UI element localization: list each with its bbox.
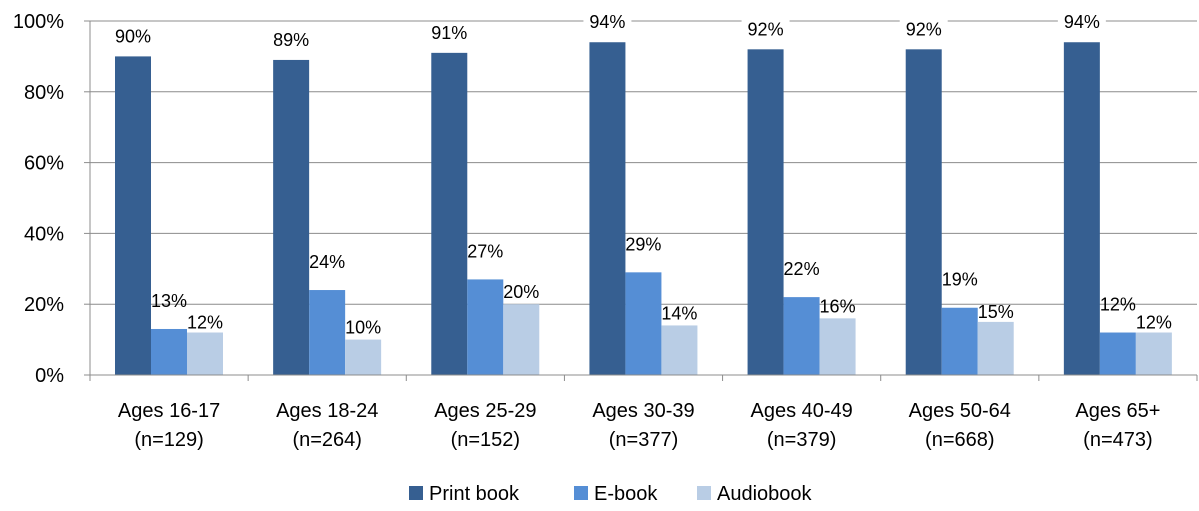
legend-swatch: [409, 486, 423, 500]
bar-print-book: [1063, 42, 1100, 376]
bar-audiobook: [819, 318, 856, 375]
data-label-backdrop: [425, 21, 474, 44]
data-label: 94%: [1064, 12, 1100, 32]
x-category-label: Ages 18-24: [276, 400, 378, 422]
bar-audiobook: [661, 325, 698, 375]
x-category-label: Ages 40-49: [750, 400, 852, 422]
x-category-label: Ages 30-39: [592, 400, 694, 422]
data-label: 24%: [309, 252, 345, 272]
axes: 0% 20% 40% 60% 80% 100% Ages 16-17 (n=129) Ages …: [13, 11, 1198, 451]
data-label: 92%: [906, 19, 942, 39]
legend-swatch: [574, 486, 588, 500]
x-category-label: Ages 16-17: [118, 400, 220, 422]
gridlines: [90, 20, 1197, 305]
bar-e-book: [151, 328, 187, 375]
data-label: 12%: [1100, 295, 1136, 315]
data-labels: 90% 89% 91%94% 92% 92% 94%13%24%27% 29%22%19%1…: [109, 11, 1172, 338]
data-label: 16%: [820, 296, 856, 316]
data-label: 19%: [942, 270, 978, 290]
legend-swatch: [697, 486, 711, 500]
data-label: 12%: [1136, 313, 1172, 333]
data-label-backdrop: [1057, 11, 1106, 34]
bar-e-book: [783, 297, 820, 375]
data-label: 12%: [187, 313, 223, 333]
bar-e-book: [467, 279, 504, 375]
data-label: 90%: [115, 26, 151, 46]
data-label: 29%: [625, 234, 661, 254]
data-label-backdrop: [109, 25, 157, 48]
data-label: 15%: [978, 302, 1014, 322]
bar-e-book: [941, 307, 978, 375]
y-tick-label: 60%: [24, 153, 64, 175]
bar-audiobook: [345, 339, 382, 375]
bar-audiobook: [977, 321, 1014, 375]
bar-e-book: [625, 272, 662, 375]
x-category-label: (n=473): [1083, 429, 1153, 451]
bar-e-book: [1099, 332, 1136, 375]
x-category-label: (n=264): [292, 429, 362, 451]
data-label: 14%: [661, 303, 697, 323]
data-label: 91%: [431, 23, 467, 43]
data-label: 89%: [273, 30, 309, 50]
legend-label: Print book: [429, 483, 520, 505]
legend-label: Audiobook: [717, 483, 813, 505]
data-label-backdrop: [899, 18, 948, 41]
bar-print-book: [115, 56, 151, 376]
x-category-label: (n=152): [451, 429, 521, 451]
data-label: 10%: [345, 318, 381, 338]
bar-audiobook: [503, 304, 540, 375]
bars: [115, 42, 1172, 376]
x-category-label: (n=668): [925, 429, 995, 451]
y-tick-label: 0%: [35, 365, 64, 387]
data-label: 13%: [151, 291, 187, 311]
legend: Print book E-book Audiobook: [409, 483, 813, 505]
data-label: 94%: [589, 12, 625, 32]
bar-print-book: [747, 49, 784, 375]
bar-print-book: [273, 59, 310, 375]
y-tick-label: 80%: [24, 82, 64, 104]
bar-print-book: [431, 52, 468, 376]
data-label-backdrop: [583, 11, 632, 34]
data-label: 22%: [784, 259, 820, 279]
bar-audiobook: [1135, 332, 1172, 375]
x-category-label: Ages 25-29: [434, 400, 536, 422]
legend-label: E-book: [594, 483, 658, 505]
x-category-label: (n=129): [134, 429, 204, 451]
data-label-backdrop: [267, 28, 316, 51]
x-category-label: (n=379): [767, 429, 837, 451]
x-category-label: (n=377): [609, 429, 679, 451]
bar-audiobook: [187, 332, 223, 375]
bar-e-book: [309, 290, 346, 375]
data-label: 92%: [748, 19, 784, 39]
data-label-backdrop: [741, 18, 790, 41]
y-tick-label: 100%: [13, 11, 64, 33]
y-tick-label: 40%: [24, 223, 64, 245]
bar-print-book: [905, 49, 942, 375]
data-label: 27%: [467, 241, 503, 261]
x-category-label: Ages 65+: [1075, 400, 1160, 422]
data-label: 20%: [503, 282, 539, 302]
bar-print-book: [589, 42, 626, 376]
y-tick-label: 20%: [24, 294, 64, 316]
x-category-label: Ages 50-64: [909, 400, 1011, 422]
